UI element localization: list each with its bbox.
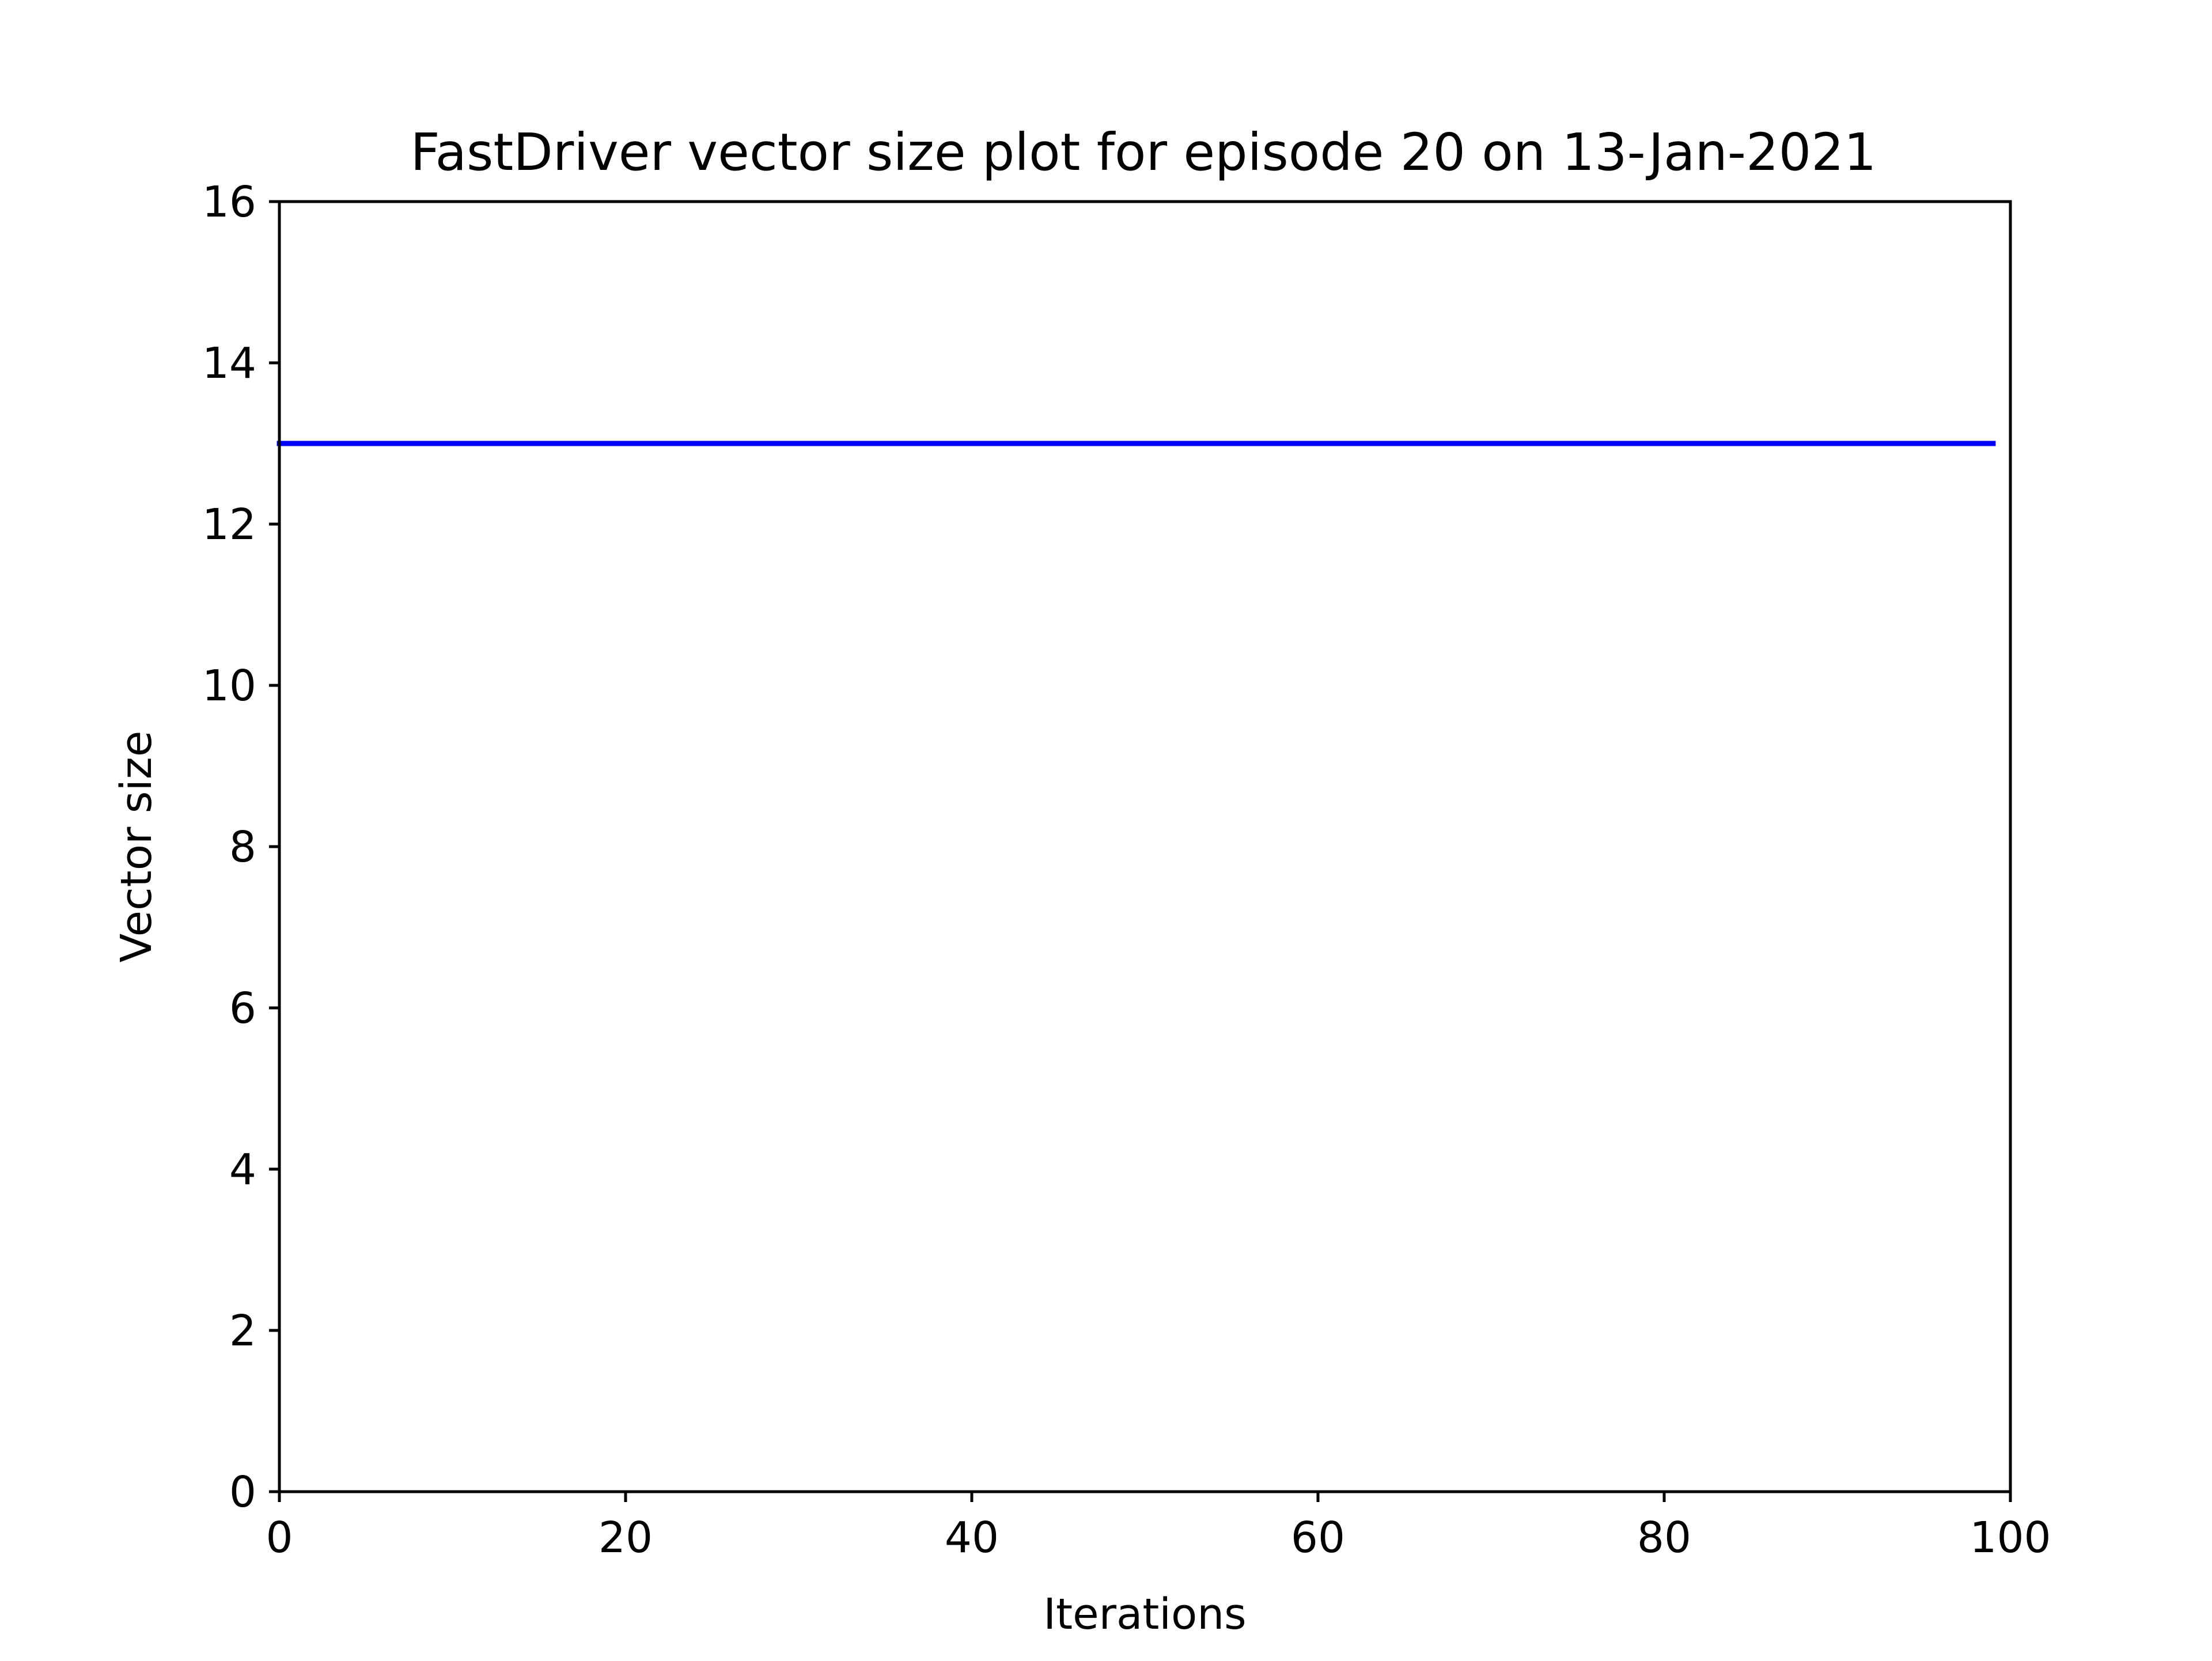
- x-tick-label: 60: [1291, 1513, 1345, 1563]
- y-tick-label: 6: [229, 984, 256, 1033]
- chart-title: FastDriver vector size plot for episode …: [410, 122, 1876, 182]
- x-tick-label: 100: [1969, 1513, 2051, 1563]
- x-tick-label: 20: [599, 1513, 653, 1563]
- y-tick-label: 0: [229, 1467, 256, 1517]
- y-tick-label: 10: [202, 661, 256, 711]
- y-axis-label: Vector size: [112, 731, 161, 963]
- y-tick-label: 12: [202, 500, 256, 549]
- ticks-layer: 0 20 40 60 80 100 0 2 4 6 8 10 12 14 16: [202, 177, 2051, 1563]
- x-tick-label: 0: [266, 1513, 293, 1563]
- x-tick-label: 80: [1637, 1513, 1691, 1563]
- y-tick-label: 2: [229, 1306, 256, 1356]
- plot-area-frame: [278, 200, 2012, 1493]
- y-tick-label: 16: [202, 177, 256, 227]
- x-axis-label: Iterations: [1043, 1590, 1246, 1639]
- y-tick-label: 8: [229, 822, 256, 872]
- x-tick-label: 40: [945, 1513, 999, 1563]
- y-tick-label: 14: [202, 339, 256, 388]
- y-tick-label: 4: [229, 1145, 256, 1194]
